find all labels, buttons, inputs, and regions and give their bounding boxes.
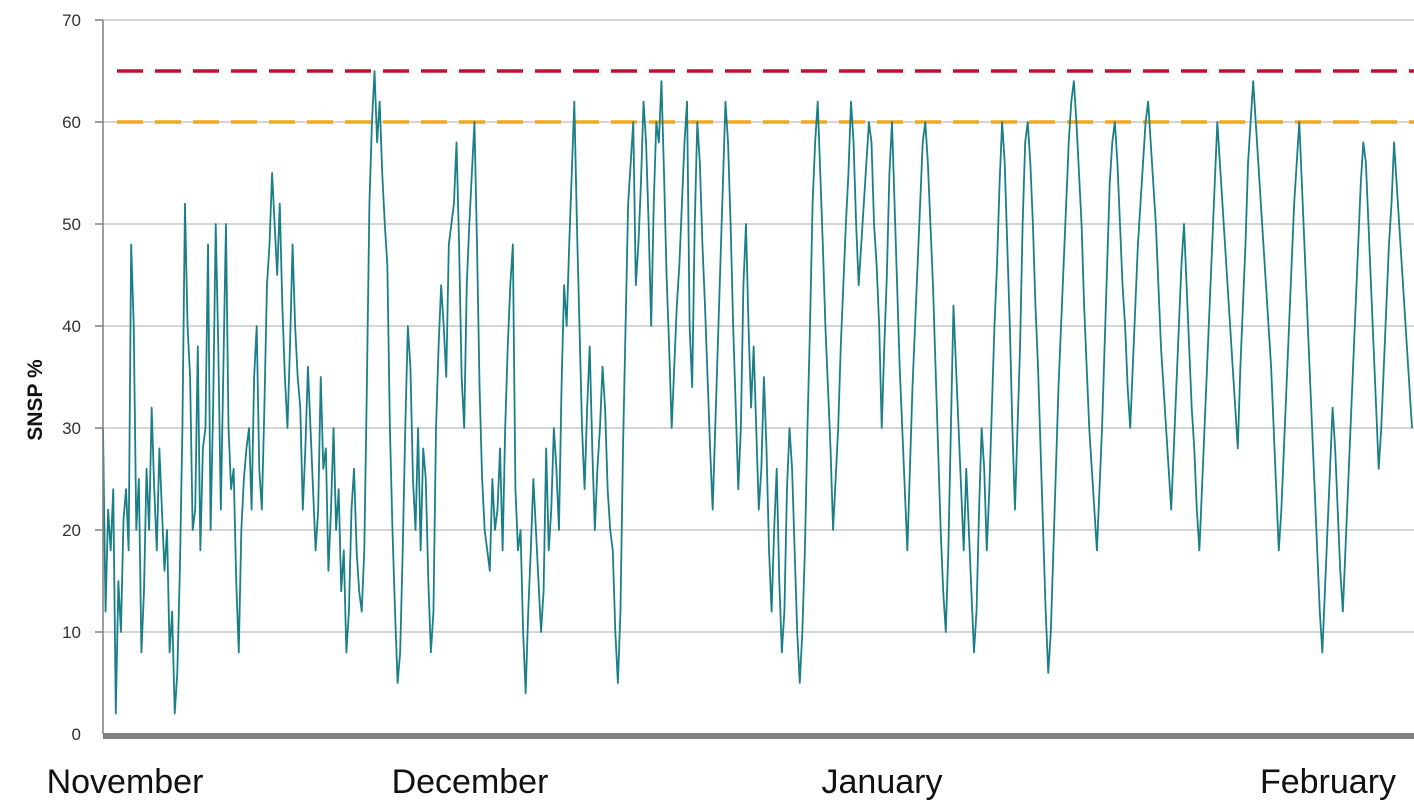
y-tick-label: 0 xyxy=(72,725,81,744)
x-category-label: January xyxy=(822,763,943,801)
y-tick-label: 30 xyxy=(62,419,81,438)
y-tick-label: 10 xyxy=(62,623,81,642)
series-group xyxy=(102,70,1413,715)
series-line xyxy=(102,70,1413,715)
y-tick-label: 20 xyxy=(62,521,81,540)
y-tick-labels: 0 10 20 30 40 50 60 70 xyxy=(62,11,81,744)
y-tick-label: 70 xyxy=(62,11,81,30)
x-category-label: November xyxy=(47,763,204,801)
y-tick-label: 50 xyxy=(62,215,81,234)
y-tick-label: 60 xyxy=(62,113,81,132)
y-tick-label: 40 xyxy=(62,317,81,336)
x-category-labels: November December January February xyxy=(47,763,1396,801)
grid-lines xyxy=(95,19,1414,633)
x-category-label: February xyxy=(1260,763,1396,801)
y-axis-label: SNSP % xyxy=(24,359,47,441)
reference-lines xyxy=(117,69,1414,124)
x-category-label: December xyxy=(392,763,549,801)
